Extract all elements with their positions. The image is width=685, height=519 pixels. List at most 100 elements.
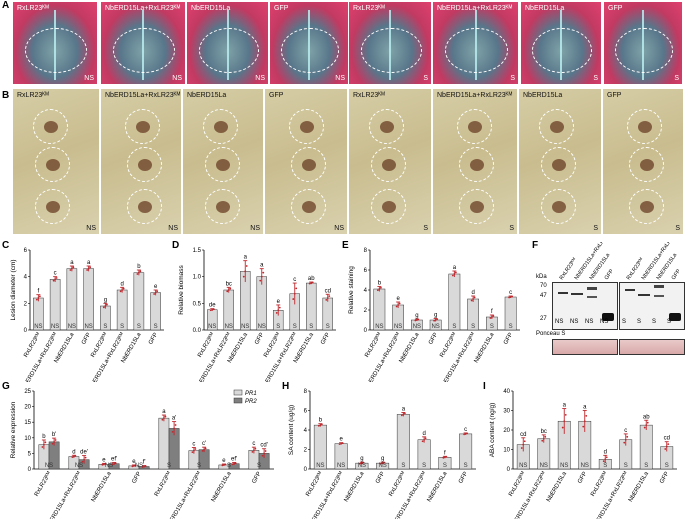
leaf-a-label: RxLR23ᴷᴹ <box>17 5 49 12</box>
condition-label: S <box>309 324 313 330</box>
significance-letter: e <box>396 296 400 302</box>
data-point <box>131 465 134 468</box>
y-tick-label: 0 <box>507 467 511 473</box>
data-point <box>564 413 567 416</box>
condition-label: NS <box>519 463 527 469</box>
data-point <box>523 440 526 443</box>
leaf-a-condition: NS <box>335 75 345 82</box>
data-point <box>379 286 382 289</box>
condition-label: NS <box>413 324 421 330</box>
blot-lane-condition: NS <box>585 319 594 325</box>
condition-label: NS <box>135 463 143 469</box>
data-point <box>254 447 257 450</box>
data-point <box>400 414 403 417</box>
kda-tick-70: 70 <box>540 283 547 289</box>
condition-label: S <box>257 463 261 469</box>
data-point <box>403 412 406 415</box>
y-tick-label: 8 <box>364 248 368 254</box>
leaf-image-a-6: NbERD15La+RxLR23ᴷᴹ S <box>433 2 518 84</box>
data-point <box>667 443 670 446</box>
condition-label: NS <box>225 324 233 330</box>
leaf-a-condition: S <box>593 75 598 82</box>
y-tick-label: 10 <box>503 448 510 454</box>
significance-letter: b <box>378 281 382 287</box>
significance-letter: bc <box>226 281 232 287</box>
leaf-a-label: GFP <box>608 5 623 12</box>
y-tick-label: 0.5 <box>193 301 202 307</box>
significance-letter: c <box>464 427 467 433</box>
significance-letter: c <box>192 441 195 447</box>
data-point <box>229 287 232 290</box>
condition-label: NS <box>337 463 345 469</box>
data-point <box>41 446 44 448</box>
data-point <box>174 424 177 426</box>
data-point <box>520 447 523 449</box>
significance-letter: e <box>277 299 281 305</box>
category-label: NbERD15La <box>474 331 496 364</box>
infiltration-ring <box>199 28 259 73</box>
leaf-image-b-5: RxLR23ᴷᴹ S <box>349 89 431 234</box>
infiltration-spot <box>371 189 406 224</box>
significance-letter: a' <box>172 416 176 422</box>
data-point <box>398 302 401 305</box>
condition-label: S <box>665 463 669 469</box>
leaf-a-condition: NS <box>255 75 265 82</box>
panel-label-d: D <box>172 240 180 251</box>
category-label: RxLR23ᴷᴹ <box>387 471 407 498</box>
data-point <box>71 456 74 459</box>
data-point <box>211 308 214 311</box>
data-point <box>122 287 125 290</box>
significance-letter: d <box>120 281 123 287</box>
condition-label: NS <box>105 463 113 469</box>
leaf-a-label: RxLR23ᴷᴹ <box>353 5 385 12</box>
data-point <box>227 289 230 291</box>
lesion-mark <box>381 200 396 213</box>
category-label: GFP <box>254 332 265 346</box>
lesion-mark <box>43 120 58 133</box>
data-point <box>544 435 547 438</box>
y-tick-label: 8 <box>304 389 308 395</box>
data-point <box>38 295 41 298</box>
y-tick-label: 10 <box>24 436 31 442</box>
condition-label: NS <box>84 324 92 330</box>
data-point <box>277 309 280 312</box>
data-point <box>55 277 58 279</box>
data-point <box>436 318 439 321</box>
data-point <box>37 297 40 299</box>
leaf-b-label: RxLR23ᴷᴹ <box>353 92 385 99</box>
data-point <box>442 456 445 459</box>
panel-label-b: B <box>2 90 10 101</box>
leaf-a-condition: NS <box>172 75 182 82</box>
condition-label: NS <box>540 463 548 469</box>
data-point <box>193 449 195 452</box>
condition-label: S <box>422 463 426 469</box>
data-point <box>223 464 225 466</box>
y-tick-label: 2 <box>24 301 28 307</box>
condition-label: S <box>509 324 513 330</box>
lesion-mark <box>45 158 60 171</box>
infiltration-spot <box>457 109 492 144</box>
data-point <box>319 424 322 427</box>
data-point <box>602 460 605 463</box>
leaf-b-label: NbERD15La+RxLR23ᴷᴹ <box>105 92 181 99</box>
leaf-a-label: GFP <box>274 5 289 12</box>
data-point <box>113 462 115 465</box>
significance-letter: ab <box>643 414 650 420</box>
leaf-image-b-8: GFP S <box>603 89 683 234</box>
y-tick-label: 6 <box>364 268 368 274</box>
condition-label: NS <box>241 324 249 330</box>
y-tick-label: 6 <box>304 409 308 415</box>
data-point <box>643 426 646 429</box>
panel-label-h: H <box>282 381 290 392</box>
significance-letter: b <box>137 264 141 270</box>
lesion-mark <box>135 120 150 133</box>
infiltration-ring <box>25 28 87 73</box>
condition-label: S <box>227 463 231 469</box>
lesion-mark <box>215 200 230 213</box>
condition-label: NS <box>316 463 324 469</box>
data-point <box>563 420 566 423</box>
data-point <box>111 463 114 466</box>
category-label: NbERD15La <box>427 470 449 503</box>
kda-label: kDa <box>536 274 547 280</box>
